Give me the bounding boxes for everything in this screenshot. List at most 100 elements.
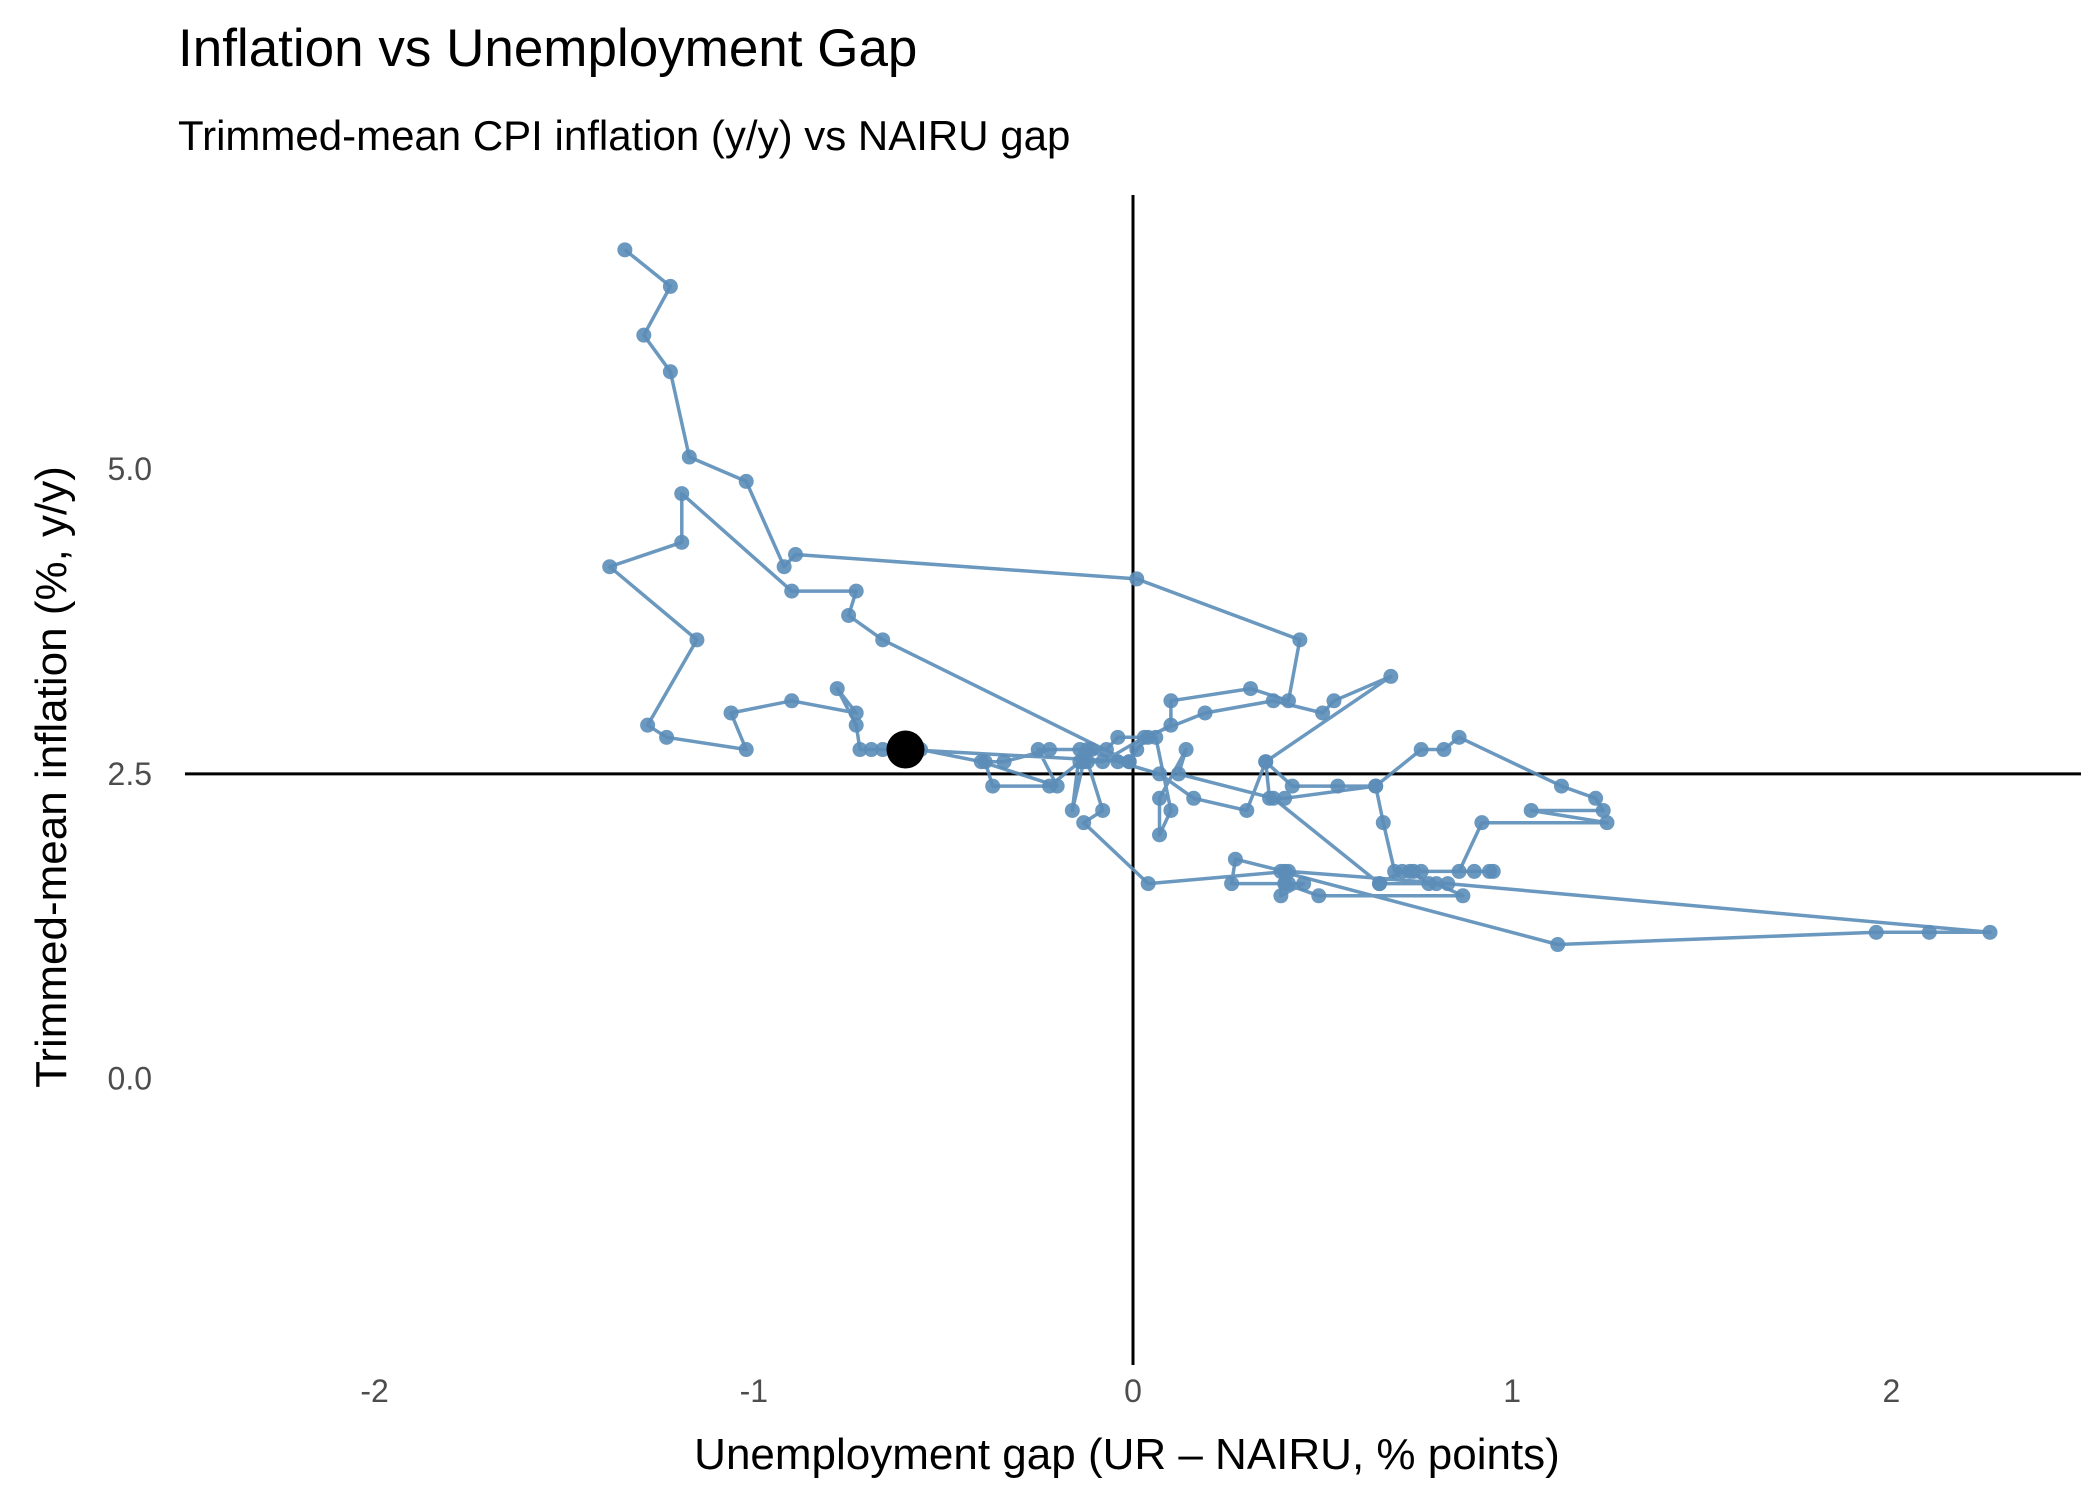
data-point <box>1292 632 1308 648</box>
data-point <box>1371 876 1387 892</box>
x-axis-tick-labels: -2 -1 0 1 2 <box>360 1373 1900 1409</box>
series-line <box>607 248 1992 947</box>
data-point <box>1178 742 1194 758</box>
data-point <box>1296 876 1312 892</box>
data-point <box>973 754 989 770</box>
data-point <box>1315 705 1331 721</box>
data-point <box>738 473 754 489</box>
data-point <box>1152 790 1168 806</box>
x-tick-label: 1 <box>1503 1373 1521 1409</box>
data-point <box>1163 717 1179 733</box>
data-point <box>784 583 800 599</box>
y-tick-label: 2.5 <box>108 756 152 792</box>
data-point <box>1163 802 1179 818</box>
data-point <box>1129 742 1145 758</box>
data-point <box>829 681 845 697</box>
data-point <box>1258 754 1274 770</box>
data-point <box>640 717 656 733</box>
chart-title: Inflation vs Unemployment Gap <box>178 19 918 78</box>
data-point <box>863 742 879 758</box>
data-point <box>1599 815 1615 831</box>
data-point <box>723 705 739 721</box>
chart-subtitle: Trimmed-mean CPI inflation (y/y) vs NAIR… <box>178 112 1071 159</box>
data-point <box>1474 815 1490 831</box>
data-point <box>1868 924 1884 940</box>
data-point <box>1466 863 1482 879</box>
data-point <box>1110 729 1126 745</box>
data-point <box>1171 766 1187 782</box>
highlight-layer <box>886 730 925 769</box>
data-point <box>841 607 857 623</box>
data-point <box>1064 802 1080 818</box>
data-point <box>875 742 891 758</box>
data-point <box>1095 754 1111 770</box>
data-point <box>1136 729 1152 745</box>
data-point <box>1402 863 1418 879</box>
data-point <box>1553 778 1569 794</box>
data-point <box>1383 668 1399 684</box>
data-point <box>1079 742 1095 758</box>
data-point <box>1523 802 1539 818</box>
x-tick-label: 0 <box>1124 1373 1142 1409</box>
data-point <box>1224 876 1240 892</box>
x-tick-label: -2 <box>360 1373 388 1409</box>
data-point <box>617 242 633 258</box>
y-tick-label: 5.0 <box>108 451 152 487</box>
data-point <box>852 742 868 758</box>
data-point <box>1451 729 1467 745</box>
data-point <box>1243 681 1259 697</box>
data-point <box>776 559 792 575</box>
data-point <box>674 486 690 502</box>
data-point <box>1098 742 1114 758</box>
data-point <box>662 278 678 294</box>
x-tick-label: -1 <box>740 1373 768 1409</box>
data-point <box>1451 863 1467 879</box>
data-point <box>1375 815 1391 831</box>
data-point <box>1072 754 1088 770</box>
data-point <box>985 778 1001 794</box>
data-point <box>1265 693 1281 709</box>
reference-lines <box>185 195 2081 1365</box>
data-point <box>1163 693 1179 709</box>
data-point <box>848 583 864 599</box>
data-point <box>1265 790 1281 806</box>
data-point <box>1095 802 1111 818</box>
data-point <box>689 632 705 648</box>
data-point <box>1129 571 1145 587</box>
data-point <box>1140 876 1156 892</box>
data-point <box>848 705 864 721</box>
data-point <box>784 693 800 709</box>
data-point <box>1284 778 1300 794</box>
data-point <box>1042 742 1058 758</box>
data-point <box>1227 851 1243 867</box>
data-point <box>1110 754 1126 770</box>
data-point <box>788 547 804 563</box>
series-layer <box>602 242 1998 953</box>
data-point <box>674 534 690 550</box>
x-axis-title: Unemployment gap (UR – NAIRU, % points) <box>694 1430 1560 1479</box>
data-point <box>1152 827 1168 843</box>
highlight-point <box>886 730 925 769</box>
data-point <box>848 717 864 733</box>
data-point <box>1280 876 1296 892</box>
data-point <box>1197 705 1213 721</box>
data-point <box>1121 754 1137 770</box>
data-point <box>1982 924 1998 940</box>
data-point <box>1148 729 1164 745</box>
data-point <box>875 632 891 648</box>
data-point <box>1413 742 1429 758</box>
data-point <box>1280 863 1296 879</box>
data-point <box>738 742 754 758</box>
y-tick-label: 0.0 <box>108 1061 152 1097</box>
data-point <box>1330 778 1346 794</box>
data-point <box>1186 790 1202 806</box>
data-point <box>1595 802 1611 818</box>
data-point <box>1921 924 1937 940</box>
data-point <box>1440 876 1456 892</box>
data-point <box>1368 778 1384 794</box>
data-point <box>1588 790 1604 806</box>
data-point <box>1239 802 1255 818</box>
data-point <box>1076 815 1092 831</box>
x-tick-label: 2 <box>1883 1373 1901 1409</box>
data-point <box>1481 863 1497 879</box>
